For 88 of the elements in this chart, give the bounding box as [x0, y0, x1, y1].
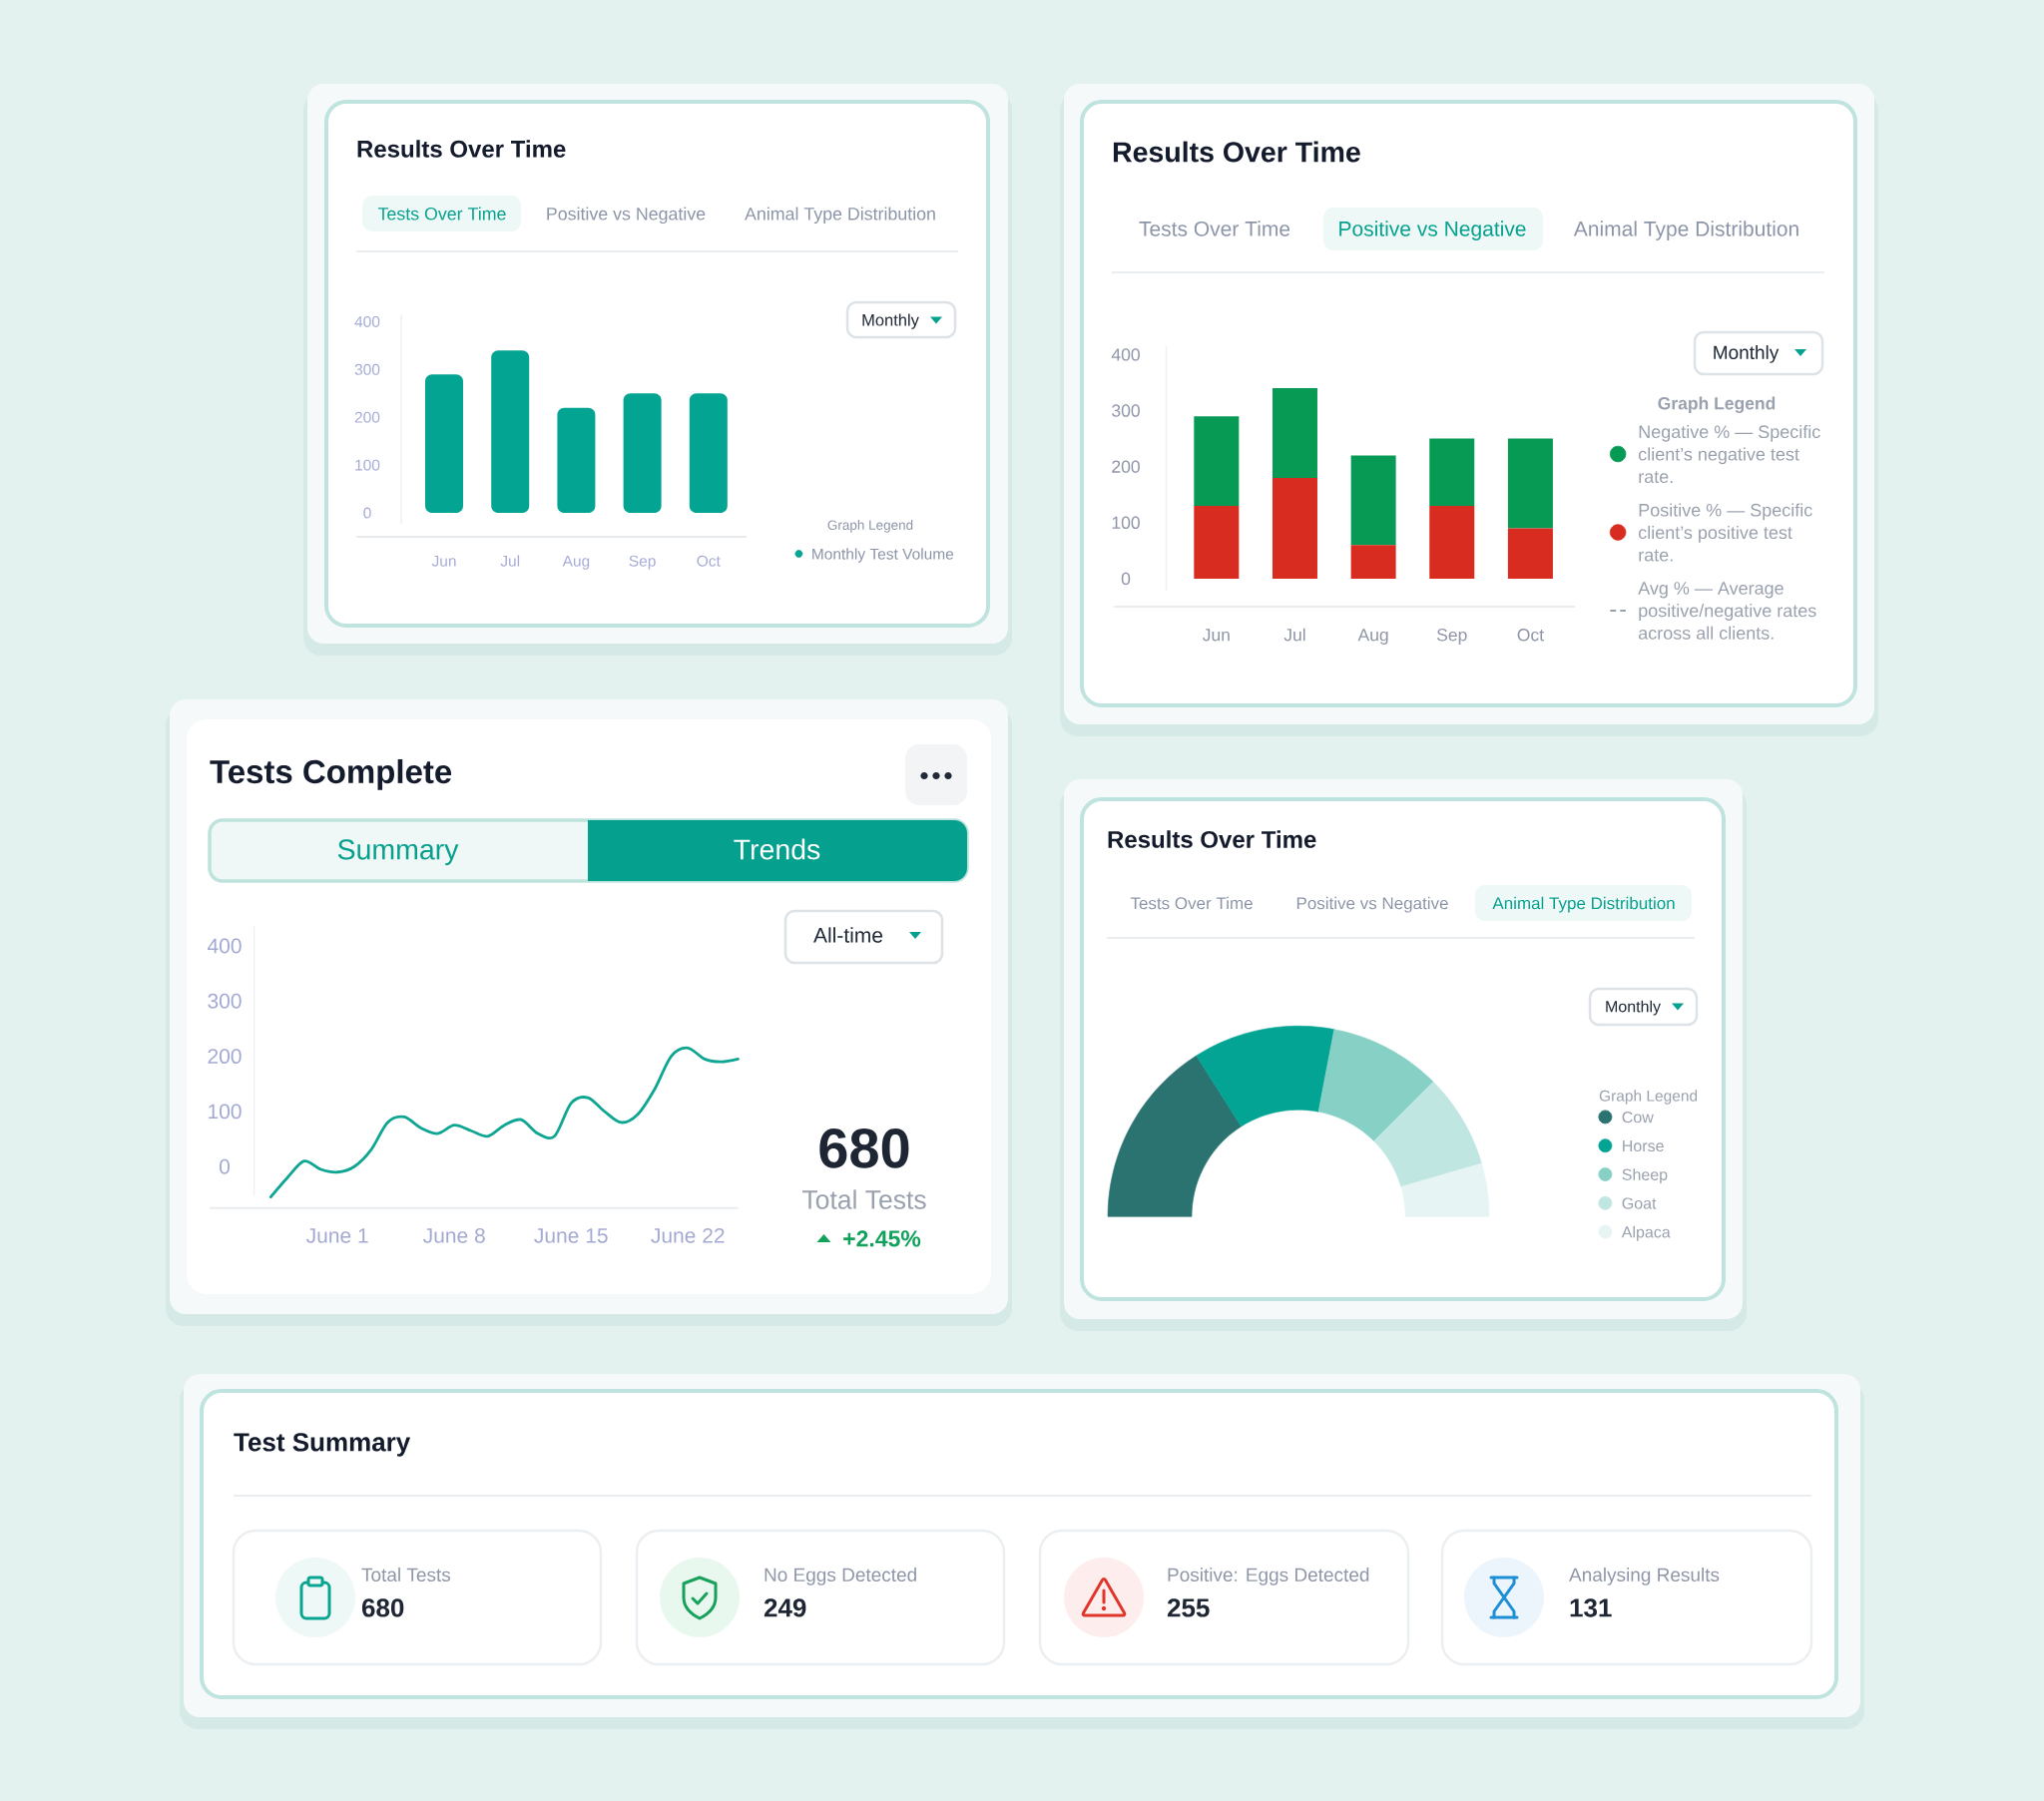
x-tick-label: June 8 [423, 1227, 485, 1243]
y-tick-label: 100 [209, 1104, 242, 1120]
y-tick-label: 200 [1112, 460, 1140, 473]
x-tick-label: Aug [1357, 629, 1388, 645]
y-tick-label: 400 [1111, 348, 1140, 361]
bar [1429, 505, 1475, 579]
y-tick-label: 300 [208, 993, 242, 1009]
bar [1507, 528, 1553, 579]
x-tick-label: Sep [629, 555, 656, 570]
text: Animal Type Distribution [1492, 896, 1675, 913]
y-tick-label: 300 [354, 363, 380, 375]
legend-label: Avg % — Average positive/negative rates across all clients. [1638, 582, 1816, 640]
legend-label: Negative % — Specific client’s negative test rate. [1638, 424, 1820, 484]
y-tick-label: 0 [219, 1158, 231, 1174]
y-tick-label: 0 [363, 507, 371, 519]
legend-label: Alpaca [1621, 1225, 1671, 1241]
x-tick-label: June 15 [534, 1228, 608, 1243]
x-tick-label: Jun [1202, 629, 1230, 642]
x-tick-label: Jul [1283, 628, 1305, 642]
bar [689, 393, 728, 514]
text: No Eggs Detected [765, 1568, 916, 1585]
x-tick-label: Jul [500, 555, 520, 567]
y-tick-label: 400 [207, 938, 242, 954]
text: Positive: Eggs Detected [1168, 1568, 1369, 1585]
text: 249 [764, 1598, 806, 1617]
bar [1350, 455, 1396, 546]
legend-label: Sheep [1622, 1168, 1668, 1184]
bar [1507, 438, 1553, 529]
chart-title: Tests Complete [210, 758, 452, 790]
legend-label: Goat [1622, 1197, 1657, 1209]
bar [1350, 545, 1396, 579]
text: Monthly [1606, 1000, 1661, 1016]
text: Tests Over Time [1139, 221, 1290, 236]
legend-label: Horse [1623, 1139, 1664, 1152]
bar [1194, 416, 1240, 506]
x-tick-label: Aug [562, 555, 590, 570]
chart-title: Results Over Time [357, 140, 566, 158]
text: Monthly [862, 313, 919, 329]
text: Summary [337, 839, 459, 866]
text: Tests Over Time [377, 207, 506, 221]
legend-label: Monthly Test Volume [812, 548, 954, 563]
bar [1429, 438, 1475, 506]
x-tick-label: Oct [697, 555, 721, 567]
y-tick-label: 100 [355, 459, 380, 471]
bar [1272, 388, 1317, 478]
text: Positive vs Negative [1339, 221, 1526, 240]
line-series [268, 1046, 740, 1199]
bar [1272, 477, 1317, 579]
text: Analysing Results [1569, 1568, 1720, 1585]
y-tick-label: 200 [354, 411, 380, 423]
legend-title: Graph Legend [1658, 396, 1776, 413]
x-tick-label: Oct [1517, 629, 1544, 642]
text: All-time [813, 927, 883, 943]
x-tick-label: June 1 [305, 1228, 368, 1243]
text: 680 [361, 1598, 404, 1617]
y-tick-label: 0 [1121, 572, 1131, 586]
chart-title: Results Over Time [1113, 141, 1360, 163]
text: Monthly [1714, 345, 1780, 363]
x-tick-label: Sep [1436, 629, 1467, 645]
text: +2.45% [843, 1230, 921, 1247]
bar [1194, 505, 1240, 579]
text: Total Tests [802, 1189, 926, 1209]
y-tick-label: 200 [208, 1049, 242, 1065]
text: 255 [1167, 1598, 1210, 1617]
bar [425, 374, 464, 514]
legend-label: Positive % — Specific client’s positive test rate. [1638, 503, 1812, 562]
x-tick-label: Jun [431, 555, 456, 567]
text: Trends [734, 838, 820, 860]
y-tick-label: 300 [1112, 404, 1140, 417]
bar [491, 350, 530, 514]
text: Total Tests [361, 1568, 451, 1582]
legend-title: Graph Legend [827, 520, 913, 533]
text: Animal Type Distribution [745, 207, 935, 225]
text: Test Summary [234, 1433, 411, 1457]
text: Positive vs Negative [547, 207, 706, 225]
bar [623, 393, 662, 514]
text: 131 [1570, 1598, 1612, 1617]
text: Tests Over Time [1130, 896, 1253, 910]
text: 680 [819, 1128, 909, 1168]
legend-label: Cow [1622, 1111, 1654, 1124]
chart-title: Results Over Time [1108, 830, 1316, 848]
text: Positive vs Negative [1296, 896, 1448, 913]
bar [557, 407, 596, 514]
legend-title: Graph Legend [1599, 1090, 1698, 1105]
x-tick-label: June 22 [651, 1227, 725, 1243]
text: Animal Type Distribution [1573, 221, 1798, 240]
y-tick-label: 100 [1112, 516, 1140, 529]
y-tick-label: 400 [354, 315, 380, 327]
